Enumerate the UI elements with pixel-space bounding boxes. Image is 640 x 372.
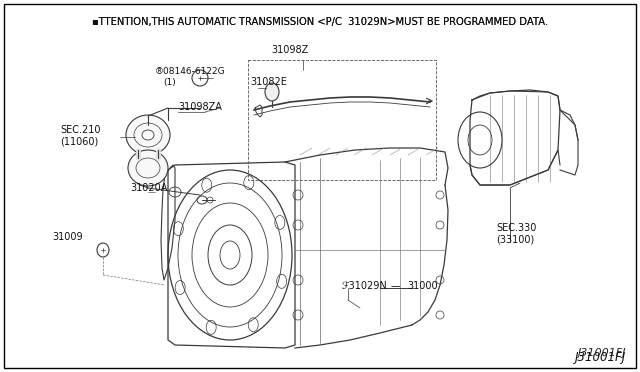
Ellipse shape [265, 83, 279, 101]
Text: (1): (1) [163, 77, 176, 87]
Text: J31001FJ: J31001FJ [577, 348, 626, 358]
Text: (11060): (11060) [60, 136, 99, 146]
Bar [248, 60, 436, 180]
Ellipse shape [128, 150, 168, 186]
Text: ▪TTENTION,THIS AUTOMATIC TRANSMISSION <P/C  31029N>MUST BE PROGRAMMED DATA.: ▪TTENTION,THIS AUTOMATIC TRANSMISSION <P… [92, 17, 548, 27]
Text: SEC.210: SEC.210 [60, 125, 100, 135]
Text: 31082E: 31082E [250, 77, 287, 87]
Text: ®08146-6122G: ®08146-6122G [155, 67, 226, 76]
Text: 31000: 31000 [407, 281, 438, 291]
Text: 31009: 31009 [52, 232, 83, 242]
Text: (33100): (33100) [496, 234, 534, 244]
Text: 31020A: 31020A [130, 183, 168, 193]
Text: 31098ZA: 31098ZA [178, 102, 222, 112]
Text: SEC.330: SEC.330 [496, 223, 536, 233]
Text: 31098Z: 31098Z [271, 45, 308, 55]
Text: ℱ31029N: ℱ31029N [342, 281, 388, 291]
Text: J31001FJ: J31001FJ [575, 352, 626, 365]
Text: ▪TTENTION,THIS AUTOMATIC TRANSMISSION <P/C  31029N>MUST BE PROGRAMMED DATA.: ▪TTENTION,THIS AUTOMATIC TRANSMISSION <P… [92, 17, 548, 27]
Ellipse shape [126, 115, 170, 155]
Text: —: — [390, 281, 400, 291]
